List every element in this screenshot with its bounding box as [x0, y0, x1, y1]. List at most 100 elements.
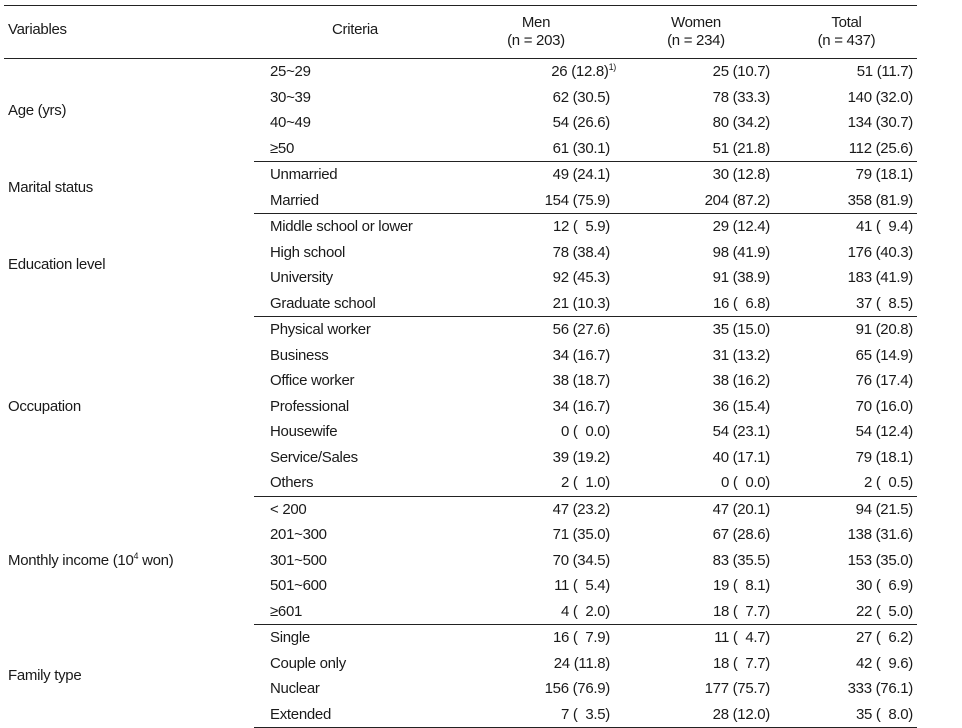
criteria-cell: 501~600	[270, 577, 327, 594]
men-cell: 61 (30.1)	[456, 135, 616, 162]
total-cell: 140 (32.0)	[776, 85, 917, 111]
men-cell: 7 ( 3.5)	[456, 701, 616, 728]
men-cell: 54 (26.6)	[456, 110, 616, 136]
men-value: 34 (16.7)	[552, 397, 611, 415]
variable-cell: Marital status	[4, 162, 254, 214]
women-cell: 80 (34.2)	[616, 110, 776, 136]
total-value: 153 (35.0)	[847, 551, 914, 569]
header-men-n: (n = 203)	[507, 32, 565, 49]
total-cell: 153 (35.0)	[776, 548, 917, 574]
criteria-cell: Office worker	[270, 372, 355, 389]
men-cell: 24 (11.8)	[456, 651, 616, 677]
women-cell: 11 ( 4.7)	[616, 625, 776, 651]
total-value: 76 (17.4)	[855, 372, 914, 389]
criteria-cell: 25~29	[270, 63, 311, 80]
table-row: 201~300 71 (35.0) 67 (28.6) 138 (31.6)	[4, 522, 917, 548]
women-cell: 18 ( 7.7)	[616, 651, 776, 677]
total-cell: 91 (20.8)	[776, 317, 917, 343]
men-value: 62 (30.5)	[552, 88, 611, 106]
table-row: ≥50 61 (30.1) 51 (21.8) 112 (25.6)	[4, 135, 917, 162]
total-cell: 134 (30.7)	[776, 110, 917, 136]
header-total: Total (n = 437)	[776, 5, 917, 59]
men-cell: 154 (75.9)	[456, 187, 616, 214]
demographics-table: Variables Criteria Men (n = 203) Women (…	[4, 5, 917, 728]
women-value: 204 (87.2)	[704, 191, 771, 209]
women-cell: 0 ( 0.0)	[616, 470, 776, 497]
table-row: Education level Middle school or lower 12 …	[4, 214, 917, 273]
variable-cell: Monthly income (104 won)	[4, 496, 254, 625]
women-cell: 51 (21.8)	[616, 135, 776, 162]
women-value: 25 (10.7)	[712, 63, 771, 80]
total-cell: 70 (16.0)	[776, 394, 917, 420]
variable-label: Education level	[8, 256, 106, 274]
header-criteria: Criteria	[254, 5, 456, 59]
table-row: Nuclear 156 (76.9) 177 (75.7) 333 (76.1)	[4, 676, 917, 702]
variable-cell: Education level	[4, 214, 254, 317]
women-value: 47 (20.1)	[712, 500, 771, 518]
variable-label: Age (yrs)	[8, 101, 67, 119]
women-value: 54 (23.1)	[712, 423, 771, 440]
total-value: 183 (41.9)	[847, 269, 914, 286]
total-value: 37 ( 8.5)	[855, 294, 913, 312]
men-value: 154 (75.9)	[544, 191, 611, 209]
variable-label: Family type	[8, 667, 82, 685]
table-row: Married 154 (75.9) 204 (87.2) 358 (81.9)	[4, 187, 917, 214]
men-cell: 39 (19.2)	[456, 445, 616, 471]
total-value: 27 ( 6.2)	[855, 629, 913, 646]
women-value: 38 (16.2)	[712, 372, 771, 389]
women-value: 19 ( 8.1)	[712, 577, 770, 594]
women-cell: 47 (20.1)	[616, 496, 776, 522]
total-value: 176 (40.3)	[847, 243, 914, 261]
criteria-cell: Unmarried	[270, 166, 338, 183]
criteria-cell: High school	[270, 243, 346, 261]
header-women-n: (n = 234)	[667, 32, 725, 49]
table-row: Occupation Physical worker 56 (27.6) 35 (15…	[4, 317, 917, 415]
men-cell: 71 (35.0)	[456, 522, 616, 548]
women-cell: 78 (33.3)	[616, 85, 776, 111]
women-value: 18 ( 7.7)	[712, 654, 770, 672]
men-value: 56 (27.6)	[552, 321, 611, 338]
table-row: Office worker 38 (18.7) 38 (16.2) 76 (17.4)	[4, 368, 917, 394]
variable-label: Occupation	[8, 397, 81, 415]
women-cell: 54 (23.1)	[616, 419, 776, 445]
criteria-cell: Graduate school	[254, 290, 456, 317]
total-value: 140 (32.0)	[847, 88, 914, 106]
total-cell: 79 (18.1)	[776, 162, 917, 188]
total-cell: 112 (25.6)	[776, 135, 917, 162]
table-row: 301~500 70 (34.5) 83 (35.5) 153 (35.0)	[4, 548, 917, 574]
criteria-cell: Middle school or lower	[270, 218, 413, 235]
men-value: 71 (35.0)	[552, 526, 611, 543]
men-value: 16 ( 7.9)	[552, 629, 610, 646]
total-value: 41 ( 9.4)	[855, 218, 913, 235]
men-cell: 56 (27.6)	[456, 317, 616, 343]
women-cell: 31 (13.2)	[616, 343, 776, 369]
total-cell: 65 (14.9)	[776, 343, 917, 369]
total-value: 42 ( 9.6)	[855, 654, 913, 672]
table-row: Service/Sales 39 (19.2) 40 (17.1) 79 (18.1)	[4, 445, 917, 471]
total-value: 112 (25.6)	[848, 139, 914, 157]
women-value: 30 (12.8)	[712, 166, 771, 183]
men-cell: 2 ( 1.0)	[456, 470, 616, 497]
women-value: 35 (15.0)	[712, 321, 771, 338]
men-value: 21 (10.3)	[552, 294, 611, 312]
criteria-cell: ≥50	[254, 135, 456, 162]
men-value: 24 (11.8)	[553, 654, 611, 672]
criteria-cell: Couple only	[270, 654, 346, 672]
men-value: 70 (34.5)	[552, 551, 611, 569]
women-value: 29 (12.4)	[712, 218, 771, 235]
total-cell: 183 (41.9)	[776, 265, 917, 291]
table-row: Others 2 ( 1.0) 0 ( 0.0) 2 ( 0.5)	[4, 470, 917, 497]
men-cell: 0 ( 0.0)	[456, 419, 616, 445]
men-value: 61 (30.1)	[552, 139, 611, 157]
criteria-cell: Physical worker	[270, 321, 371, 338]
criteria-cell: 30~39	[270, 88, 311, 106]
men-cell: 78 (38.4)	[456, 240, 616, 266]
total-cell: 30 ( 6.9)	[776, 573, 917, 599]
men-cell: 92 (45.3)	[456, 265, 616, 291]
total-cell: 358 (81.9)	[776, 187, 917, 214]
total-cell: 79 (18.1)	[776, 445, 917, 471]
men-value: 156 (76.9)	[544, 680, 611, 697]
variable-cell: Family type	[4, 625, 254, 728]
table-row: 501~600 11 ( 5.4) 19 ( 8.1) 30 ( 6.9)	[4, 573, 917, 599]
criteria-cell: Nuclear	[270, 680, 320, 697]
